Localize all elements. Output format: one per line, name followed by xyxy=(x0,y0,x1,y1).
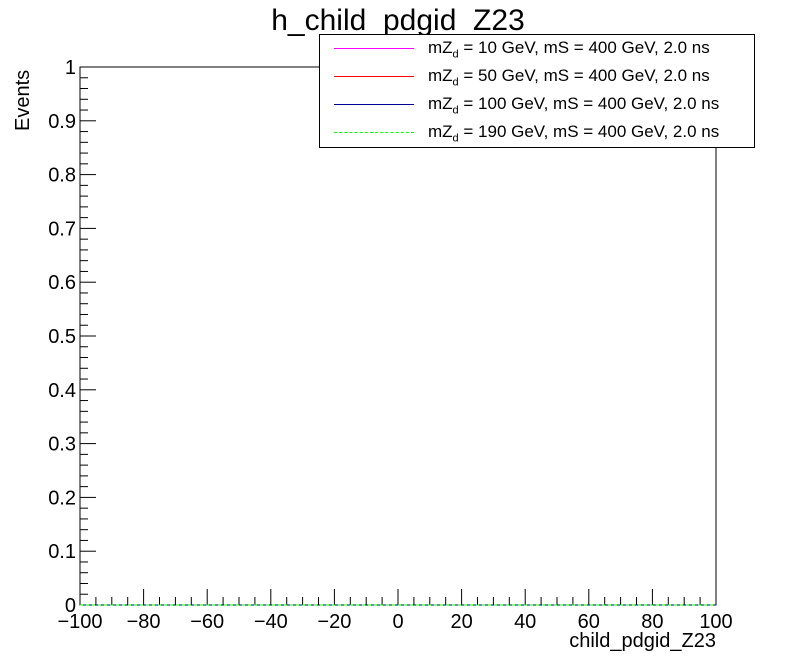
y-tick-label: 0.8 xyxy=(48,165,76,187)
legend-swatch xyxy=(334,132,414,133)
legend-swatch xyxy=(334,76,414,77)
y-tick-label: 0.3 xyxy=(48,434,76,456)
legend-label: mZd = 100 GeV, mS = 400 GeV, 2.0 ns xyxy=(428,94,720,117)
x-tick-label: −20 xyxy=(317,611,351,633)
y-tick-label: 0.7 xyxy=(48,218,76,240)
y-tick-label: 0.2 xyxy=(48,487,76,509)
x-tick-label: 100 xyxy=(699,611,732,633)
x-tick-label: −100 xyxy=(57,611,102,633)
y-tick-label: 0.4 xyxy=(48,380,76,402)
legend-label: mZd = 10 GeV, mS = 400 GeV, 2.0 ns xyxy=(428,38,710,61)
legend: mZd = 10 GeV, mS = 400 GeV, 2.0 ns mZd =… xyxy=(319,34,755,148)
legend-entry: mZd = 50 GeV, mS = 400 GeV, 2.0 ns xyxy=(320,63,756,91)
chart-title: h_child_pdgid_Z23 xyxy=(271,4,525,37)
y-tick-label: 0.9 xyxy=(48,111,76,133)
y-axis-label: Events xyxy=(12,69,34,131)
y-tick-label: 0.6 xyxy=(48,272,76,294)
y-tick-label: 0.5 xyxy=(48,326,76,348)
x-tick-label: 80 xyxy=(641,611,663,633)
legend-entry: mZd = 100 GeV, mS = 400 GeV, 2.0 ns xyxy=(320,91,756,119)
x-tick-label: 60 xyxy=(578,611,600,633)
x-tick-label: −80 xyxy=(127,611,161,633)
y-tick-label: 0 xyxy=(65,595,76,617)
x-tick-label: 40 xyxy=(514,611,536,633)
legend-entry: mZd = 190 GeV, mS = 400 GeV, 2.0 ns xyxy=(320,119,756,147)
x-tick-label: −40 xyxy=(254,611,288,633)
x-tick-label: 20 xyxy=(450,611,472,633)
y-tick-label: 0.1 xyxy=(48,541,76,563)
legend-swatch xyxy=(334,48,414,49)
legend-label: mZd = 50 GeV, mS = 400 GeV, 2.0 ns xyxy=(428,66,710,89)
y-tick-label: 1 xyxy=(65,57,76,79)
legend-entry: mZd = 10 GeV, mS = 400 GeV, 2.0 ns xyxy=(320,35,756,63)
legend-label: mZd = 190 GeV, mS = 400 GeV, 2.0 ns xyxy=(428,122,720,145)
legend-swatch xyxy=(334,104,414,105)
x-axis-label: child_pdgid_Z23 xyxy=(569,630,716,652)
axes-group: −100 −80 −60 −40 −20 0 20 40 60 80 100 0 0.1 0.2 0.3 0.… xyxy=(48,57,733,633)
x-tick-label: −60 xyxy=(190,611,224,633)
x-tick-label: 0 xyxy=(392,611,403,633)
